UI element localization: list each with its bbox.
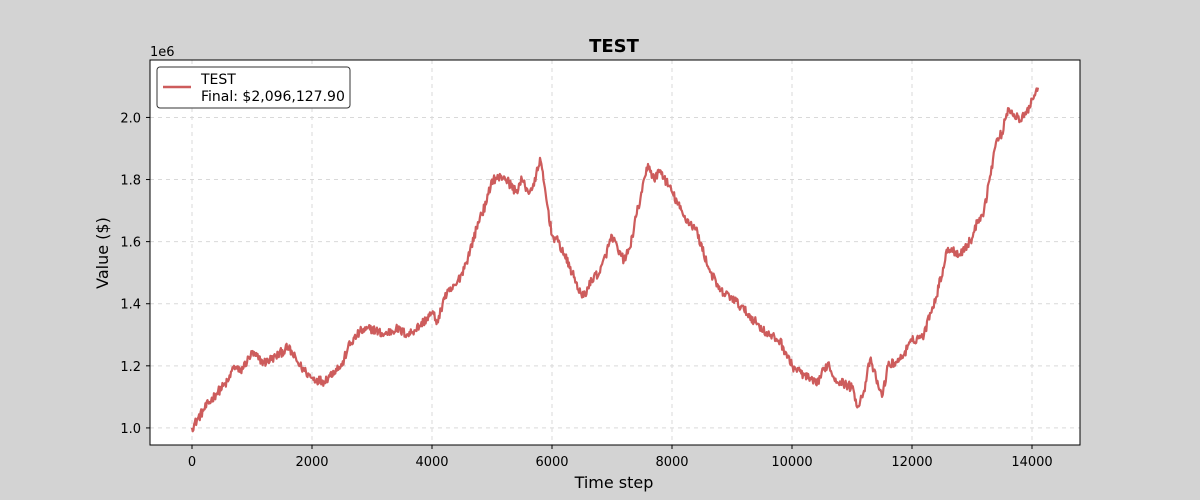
plot-frame <box>149 59 1081 446</box>
legend: TEST Final: $2,096,127.90 <box>156 66 351 109</box>
y-offset-label: 1e6 <box>150 45 175 60</box>
x-tick-label: 14000 <box>1011 455 1052 470</box>
y-tick-label: 1.6 <box>120 236 141 251</box>
series-layer <box>190 87 1040 433</box>
y-tick-label: 1.0 <box>120 422 141 437</box>
x-tick-label: 2000 <box>295 455 328 470</box>
legend-series-name: TEST <box>200 72 236 88</box>
legend-final-value: Final: $2,096,127.90 <box>201 89 345 105</box>
series-line-test <box>190 87 1040 433</box>
plot-area <box>150 60 1080 445</box>
y-tick-label: 1.4 <box>120 298 141 313</box>
x-tick-label: 10000 <box>771 455 812 470</box>
x-axis: 0 2000 4000 6000 8000 10000 12000 14000 <box>188 445 1053 470</box>
y-tick-label: 2.0 <box>120 111 141 126</box>
x-axis-title: Time step <box>574 473 654 492</box>
x-tick-label: 6000 <box>535 455 568 470</box>
chart-title: TEST <box>589 36 640 57</box>
x-tick-label: 8000 <box>655 455 688 470</box>
y-axis: 1.0 1.2 1.4 1.6 1.8 2.0 <box>120 111 150 437</box>
y-axis-title: Value ($) <box>93 217 112 289</box>
y-tick-label: 1.8 <box>120 174 141 189</box>
x-tick-label: 12000 <box>891 455 932 470</box>
x-tick-label: 4000 <box>415 455 448 470</box>
y-tick-label: 1.2 <box>120 360 141 375</box>
x-tick-label: 0 <box>188 455 196 470</box>
legend-box <box>156 66 351 109</box>
